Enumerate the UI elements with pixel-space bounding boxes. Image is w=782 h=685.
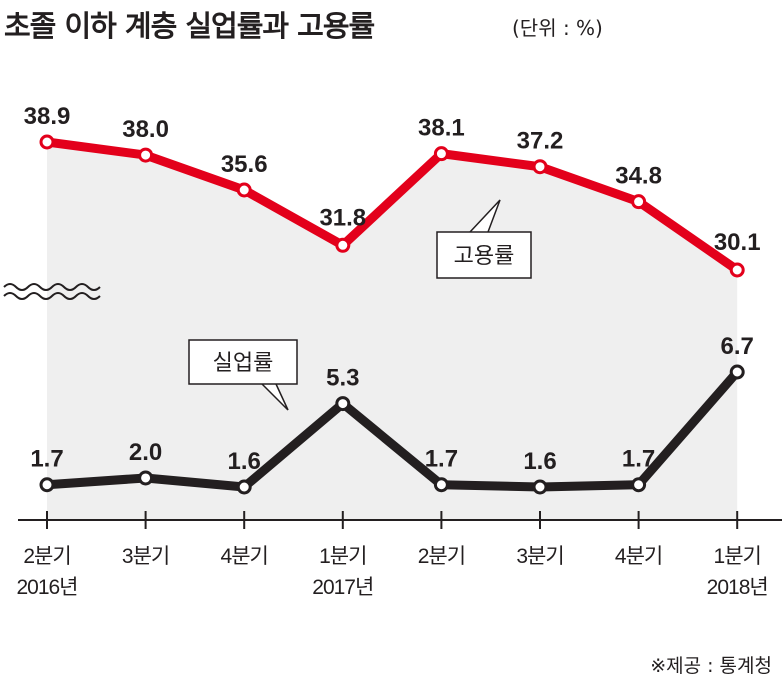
x-tick-label: 2분기 — [418, 545, 465, 568]
unemployment-point — [532, 479, 548, 495]
unemployment-point — [236, 479, 252, 495]
employment-point — [729, 262, 745, 278]
employment-value-label: 37.2 — [517, 128, 564, 155]
series-line-employment — [46, 137, 740, 274]
unemployment-point — [138, 470, 154, 486]
unemployment-value-label: 5.3 — [326, 365, 359, 392]
unemployment-value-label: 1.7 — [425, 446, 458, 473]
legend-unemployment-label: 실업률 — [213, 351, 274, 376]
employment-value-label: 38.9 — [24, 103, 71, 130]
unemployment-point — [729, 364, 745, 380]
unemployment-value-label: 1.6 — [523, 448, 556, 475]
x-tick-label: 1분기 — [319, 545, 366, 568]
unit-label: (단위 : %) — [512, 16, 603, 40]
series-line-unemployment — [46, 369, 741, 492]
unemployment-point — [335, 396, 351, 412]
unemployment-value-label: 1.7 — [622, 446, 655, 473]
unemployment-point — [631, 477, 647, 493]
x-year-label: 2017년 — [312, 576, 373, 599]
employment-point — [138, 147, 154, 163]
x-tick-label: 3분기 — [516, 545, 563, 568]
unemployment-point — [433, 477, 449, 493]
x-tick-label: 4분기 — [615, 545, 662, 568]
legend-employment-label: 고용률 — [454, 244, 515, 269]
employment-point — [335, 237, 351, 253]
axis-break-icon — [3, 283, 101, 300]
employment-value-label: 35.6 — [221, 151, 268, 178]
employment-value-label: 38.0 — [122, 116, 169, 143]
employment-point — [532, 159, 548, 175]
x-year-label: 2016년 — [16, 576, 77, 599]
x-tick-label: 1분기 — [714, 545, 761, 568]
employment-value-label: 34.8 — [615, 163, 662, 190]
x-tick-label: 4분기 — [221, 545, 268, 568]
employment-point — [433, 146, 449, 162]
employment-point — [236, 182, 252, 198]
employment-point — [631, 194, 647, 210]
x-tick-label: 2분기 — [23, 545, 70, 568]
unemployment-value-label: 1.6 — [228, 448, 261, 475]
unemployment-value-label: 6.7 — [721, 333, 754, 360]
unemployment-value-label: 2.0 — [129, 439, 162, 466]
unemployment-point — [39, 477, 55, 493]
source-note: ※제공 : 통계청 — [650, 655, 772, 677]
employment-point — [39, 134, 55, 150]
employment-value-label: 30.1 — [714, 229, 761, 256]
chart-title: 초졸 이하 계층 실업률과 고용률 — [4, 9, 375, 43]
legend-employment: 고용률 — [436, 199, 532, 279]
unemployment-value-label: 1.7 — [30, 446, 63, 473]
plot-background — [47, 142, 738, 520]
x-tick-label: 3분기 — [122, 545, 169, 568]
employment-value-label: 31.8 — [319, 204, 366, 231]
legend-unemployment: 실업률 — [188, 339, 298, 411]
x-year-label: 2018년 — [707, 576, 768, 599]
employment-value-label: 38.1 — [418, 115, 465, 142]
